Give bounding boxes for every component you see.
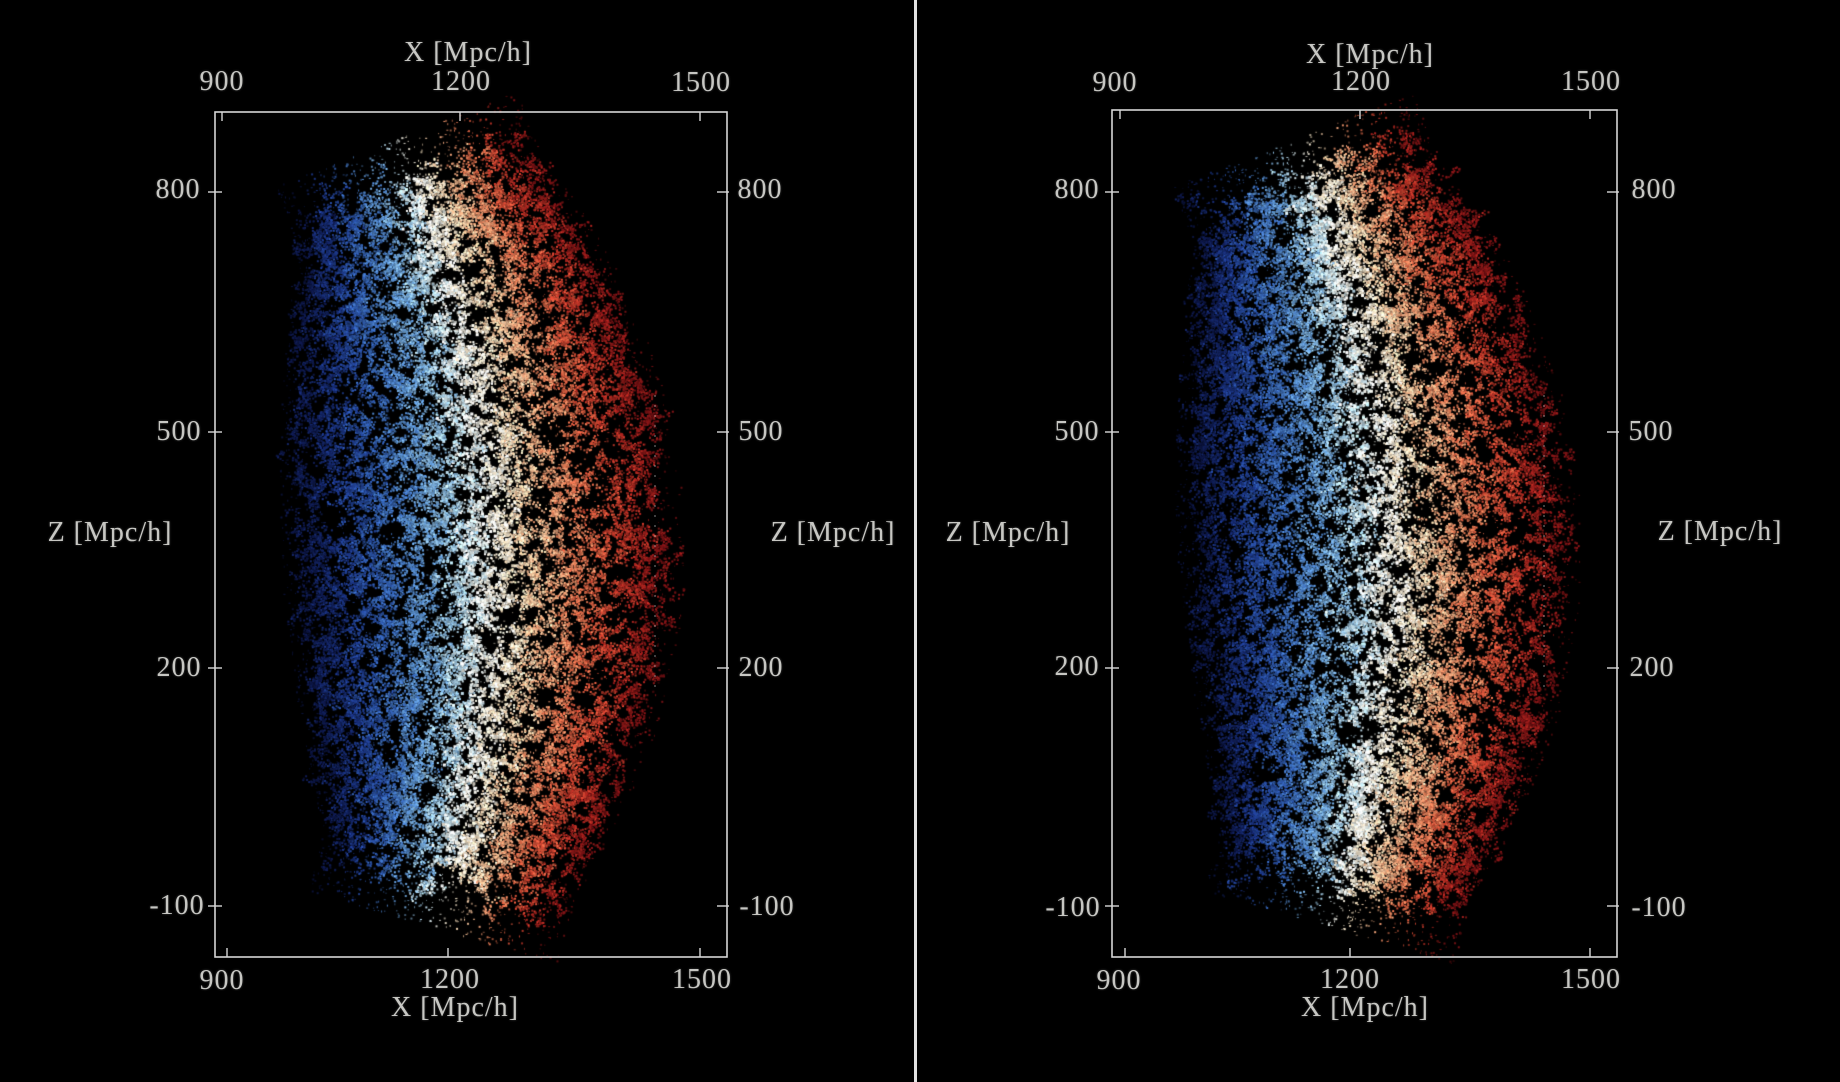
x-tick-label: 1200 [431,66,491,97]
z-tick-label: 200 [738,652,784,683]
z-tick-label: 200 [1629,652,1675,683]
x-tick-label: 1200 [1320,964,1380,995]
z-tick-label: 800 [1631,174,1677,205]
box-outer-left [214,111,728,958]
x-axis-title-top: X [Mpc/h] [404,37,532,68]
z-axis-title-left: Z [Mpc/h] [945,517,1071,548]
x-tick-label: 1200 [420,964,480,995]
z-tick-label: 500 [1054,416,1100,447]
z-tick-label: 800 [1054,174,1100,205]
x-axis-title-bottom: X [Mpc/h] [1301,992,1429,1023]
box-outer-right [1111,109,1618,958]
z-tick-label: -100 [149,890,205,921]
z-axis-title-right: Z [Mpc/h] [770,517,896,548]
z-tick-label: 800 [155,174,201,205]
x-tick-label: 900 [199,965,245,996]
z-tick-label: 500 [738,416,784,447]
x-tick-label: 1200 [1331,66,1391,97]
z-tick-label: 500 [1628,416,1674,447]
x-tick-label: 1500 [672,964,732,995]
panel-divider [914,0,917,1082]
x-axis-title-bottom: X [Mpc/h] [391,992,519,1023]
z-tick-label: 200 [1054,651,1100,682]
z-tick-label: 200 [156,652,202,683]
z-tick-label: 500 [156,416,202,447]
x-tick-label: 1500 [1561,964,1621,995]
x-tick-label: 900 [1092,67,1138,98]
z-axis-title-right: Z [Mpc/h] [1657,516,1783,547]
z-tick-label: 800 [737,174,783,205]
x-tick-label: 900 [199,66,245,97]
x-tick-label: 1500 [671,67,731,98]
z-tick-label: -100 [1045,892,1101,923]
x-axis-title-top: X [Mpc/h] [1306,39,1434,70]
x-tick-label: 900 [1096,965,1142,996]
z-tick-label: -100 [1631,892,1687,923]
z-axis-title-left: Z [Mpc/h] [47,517,173,548]
z-tick-label: -100 [739,891,795,922]
x-tick-label: 1500 [1561,66,1621,97]
